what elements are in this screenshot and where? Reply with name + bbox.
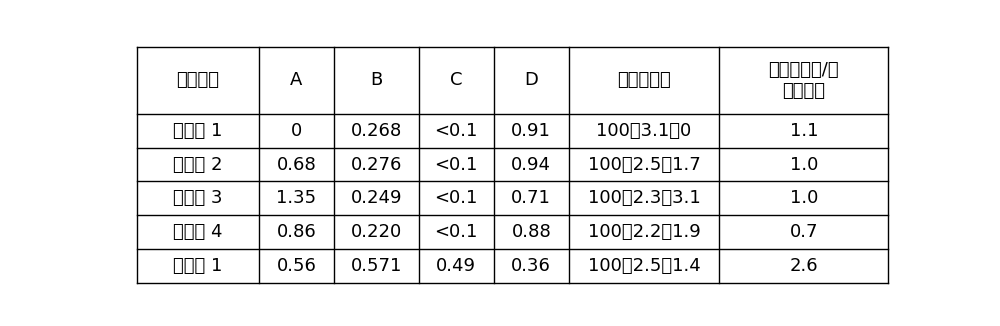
Text: 1.0: 1.0 xyxy=(790,156,818,174)
Text: <0.1: <0.1 xyxy=(434,223,478,241)
Text: 0.220: 0.220 xyxy=(351,223,402,241)
Text: 0.571: 0.571 xyxy=(351,257,402,275)
Text: D: D xyxy=(524,71,538,89)
Text: 对比例 2: 对比例 2 xyxy=(173,156,222,174)
Text: 对比例 3: 对比例 3 xyxy=(173,189,222,207)
Text: 0.276: 0.276 xyxy=(351,156,402,174)
Text: 0.249: 0.249 xyxy=(350,189,402,207)
Text: 0.56: 0.56 xyxy=(276,257,316,275)
Text: 0.268: 0.268 xyxy=(351,122,402,140)
Text: 样品来源: 样品来源 xyxy=(176,71,219,89)
Text: 1.35: 1.35 xyxy=(276,189,316,207)
Text: C: C xyxy=(450,71,462,89)
Text: 0.7: 0.7 xyxy=(790,223,818,241)
Text: 100：2.3：3.1: 100：2.3：3.1 xyxy=(588,189,700,207)
Text: 100：2.5：1.4: 100：2.5：1.4 xyxy=(588,257,700,275)
Text: 对比例 1: 对比例 1 xyxy=(173,122,222,140)
Text: 100：2.5：1.7: 100：2.5：1.7 xyxy=(588,156,700,174)
Text: 0.91: 0.91 xyxy=(511,122,551,140)
Text: 0.88: 0.88 xyxy=(511,223,551,241)
Text: 0: 0 xyxy=(291,122,302,140)
Text: 0.86: 0.86 xyxy=(276,223,316,241)
Text: 100：3.1：0: 100：3.1：0 xyxy=(596,122,692,140)
Text: 2.6: 2.6 xyxy=(789,257,818,275)
Text: 0.94: 0.94 xyxy=(511,156,551,174)
Text: 1.1: 1.1 xyxy=(790,122,818,140)
Text: 表面硅钛比/体
相硅钛比: 表面硅钛比/体 相硅钛比 xyxy=(768,61,839,100)
Text: 硅：钛：锡: 硅：钛：锡 xyxy=(617,71,671,89)
Text: 对比例 4: 对比例 4 xyxy=(173,223,222,241)
Text: <0.1: <0.1 xyxy=(434,122,478,140)
Text: B: B xyxy=(370,71,382,89)
Text: A: A xyxy=(290,71,303,89)
Text: 0.68: 0.68 xyxy=(276,156,316,174)
Text: 0.71: 0.71 xyxy=(511,189,551,207)
Text: <0.1: <0.1 xyxy=(434,189,478,207)
Text: 0.36: 0.36 xyxy=(511,257,551,275)
Text: 100：2.2：1.9: 100：2.2：1.9 xyxy=(588,223,700,241)
Text: 1.0: 1.0 xyxy=(790,189,818,207)
Text: 实施例 1: 实施例 1 xyxy=(173,257,222,275)
Text: <0.1: <0.1 xyxy=(434,156,478,174)
Text: 0.49: 0.49 xyxy=(436,257,476,275)
